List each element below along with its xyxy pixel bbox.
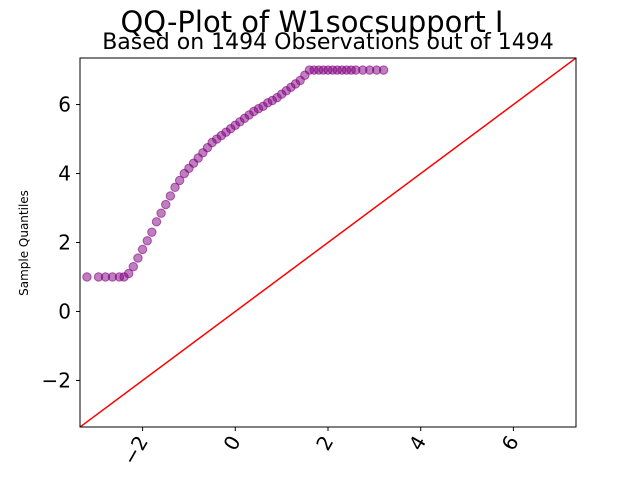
y-tick-label: 2 xyxy=(58,231,71,255)
data-point xyxy=(161,199,171,210)
data-point xyxy=(133,253,143,263)
y-tick-label: 4 xyxy=(58,162,71,186)
plot-area xyxy=(79,57,577,428)
chart-subtitle: Based on 1494 Observations out of 1494 xyxy=(102,30,554,55)
data-point xyxy=(128,261,139,272)
data-point xyxy=(156,208,166,218)
data-point xyxy=(170,182,180,193)
data-point xyxy=(142,236,152,246)
y-tick-label: 0 xyxy=(58,299,71,323)
chart-title: QQ-Plot of W1socsupport I xyxy=(120,5,503,39)
y-tick-label: 6 xyxy=(58,93,71,117)
data-point xyxy=(165,191,176,201)
x-tick-label: 4 xyxy=(404,432,431,455)
data-point xyxy=(123,268,134,279)
data-point xyxy=(378,65,389,75)
data-point xyxy=(174,175,185,186)
data-point xyxy=(137,244,148,255)
data-point xyxy=(82,272,92,282)
reference-line xyxy=(80,58,576,427)
y-tick-label: −2 xyxy=(42,368,71,392)
x-tick-label: −2 xyxy=(117,432,153,470)
x-tick-label: 6 xyxy=(497,432,524,455)
x-tick-label: 0 xyxy=(218,432,245,455)
x-axis: −2 0 2 4 6 xyxy=(117,427,524,470)
data-point xyxy=(147,227,157,237)
y-axis-label: Sample Quantiles xyxy=(17,190,31,296)
x-tick-label: 2 xyxy=(311,432,338,455)
y-axis: −2 0 2 4 6 xyxy=(42,93,80,392)
data-point xyxy=(151,217,162,227)
